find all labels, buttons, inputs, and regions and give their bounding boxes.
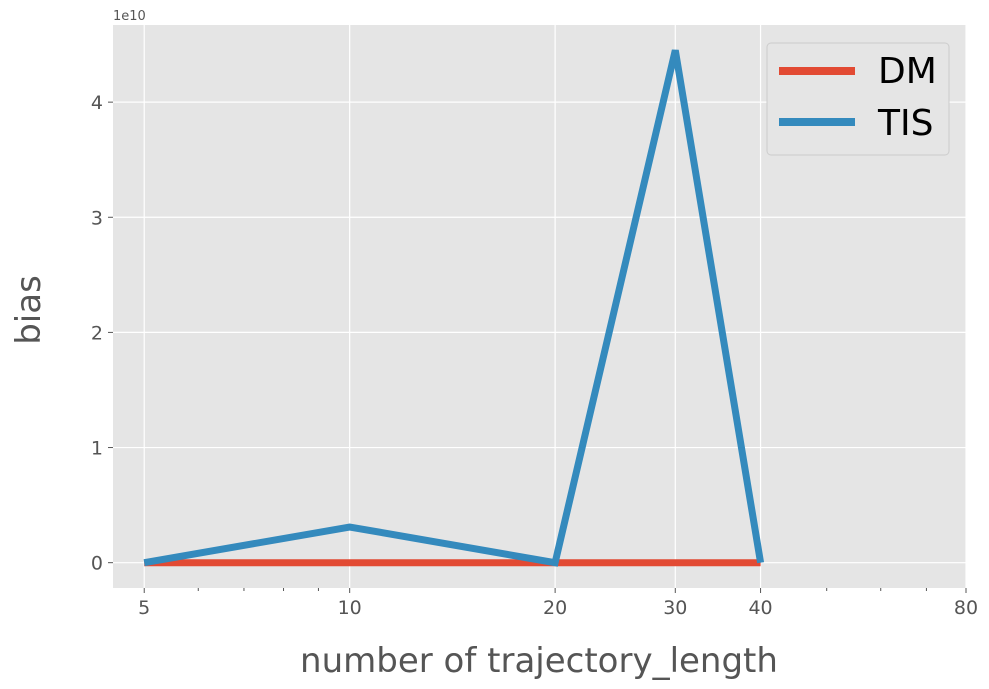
- y-tick-label: 1: [91, 438, 103, 460]
- x-tick-label: 40: [748, 597, 772, 619]
- x-tick-label: 10: [338, 597, 362, 619]
- legend-label-tis: TIS: [877, 103, 933, 144]
- y-tick-label: 0: [91, 553, 103, 575]
- x-tick-label: 20: [543, 597, 567, 619]
- legend: DM TIS: [766, 42, 950, 156]
- y-axis: 0 1 2 3 4: [91, 92, 113, 575]
- series-lines: [143, 49, 765, 567]
- x-tick-label: 5: [138, 597, 150, 619]
- y-tick-label: 2: [91, 322, 103, 344]
- x-tick-label: 80: [954, 597, 978, 619]
- y-axis-label: bias: [9, 275, 49, 345]
- x-tick-label: 30: [663, 597, 687, 619]
- y-offset-label: 1e10: [113, 9, 146, 24]
- y-tick-label: 4: [91, 92, 103, 114]
- x-axis-label: number of trajectory_length: [300, 641, 778, 681]
- x-axis: 5 10 20 30 40 80: [138, 588, 978, 619]
- y-tick-label: 3: [91, 207, 103, 229]
- legend-label-dm: DM: [878, 51, 937, 92]
- series-line-tis: [143, 49, 765, 567]
